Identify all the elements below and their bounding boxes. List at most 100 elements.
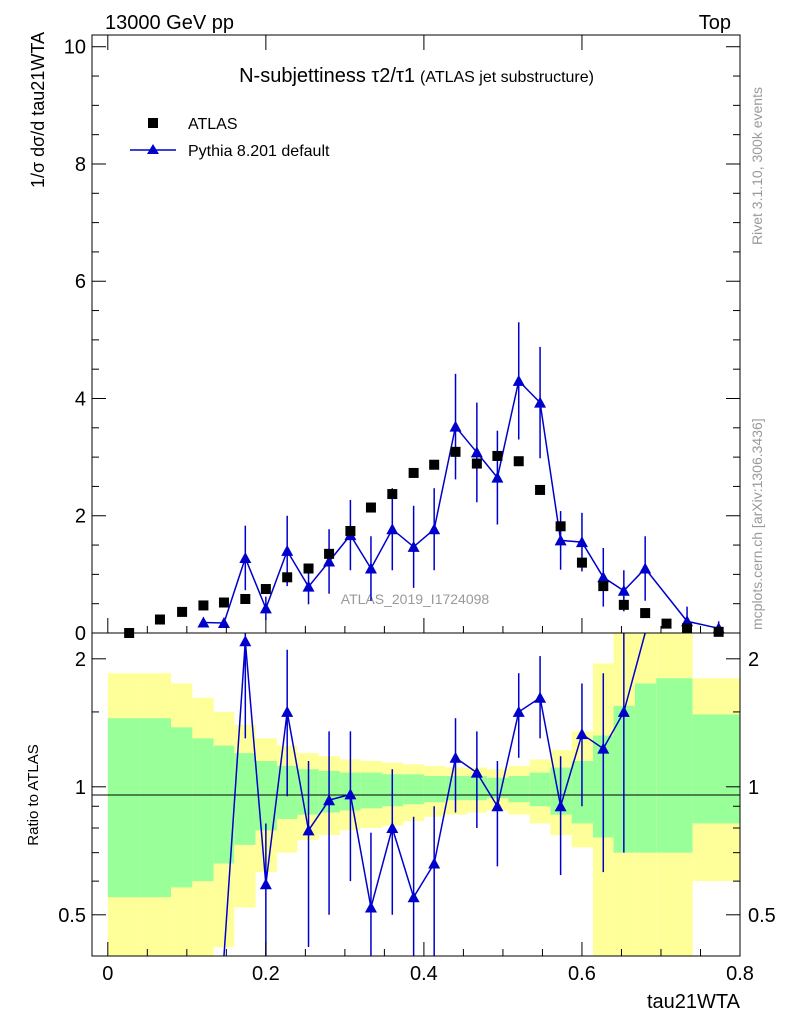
atlas-point <box>450 446 461 457</box>
legend-marker-pythia <box>147 144 159 154</box>
atlas-point <box>345 525 356 536</box>
atlas-point <box>429 459 440 470</box>
ratio-y-tick-label: 0.5 <box>58 905 86 927</box>
atlas-point <box>324 548 335 559</box>
ratio-point <box>554 800 567 812</box>
pythia-point <box>281 544 294 556</box>
pythia-point <box>512 374 525 386</box>
pythia-point <box>259 602 272 614</box>
ratio-point <box>239 635 252 647</box>
atlas-point <box>618 599 629 610</box>
ratio-y-tick-label: 1 <box>75 777 86 799</box>
ratio-point <box>259 878 272 890</box>
atlas-point <box>713 626 724 637</box>
ratio-band-inner <box>403 774 424 805</box>
watermark-label: ATLAS_2019_I1724098 <box>341 591 490 607</box>
pythia-point <box>428 523 441 535</box>
ratio-y-tick-label-right: 0.5 <box>748 905 776 927</box>
ratio-y-tick-label-right: 1 <box>748 777 759 799</box>
ratio-point <box>407 891 420 903</box>
atlas-point <box>218 597 229 608</box>
pythia-point <box>470 446 483 458</box>
ratio-point <box>512 705 525 717</box>
pythia-point <box>302 580 315 592</box>
atlas-point <box>576 557 587 568</box>
atlas-point <box>492 450 503 461</box>
atlas-point <box>555 521 566 532</box>
ratio-point <box>617 705 630 717</box>
ratio-point <box>449 751 462 763</box>
process-label: Top <box>699 12 731 34</box>
chart-subtitle: (ATLAS jet substructure) <box>420 69 594 86</box>
atlas-point <box>365 502 376 513</box>
pythia-point <box>491 471 504 483</box>
pythia-point <box>597 571 610 583</box>
ratio-point <box>428 857 441 869</box>
x-tick-label: 0.2 <box>252 963 280 985</box>
legend: ATLAS Pythia 8.201 default <box>130 116 330 160</box>
atlas-point <box>260 584 271 595</box>
ratio-band-inner <box>656 678 693 853</box>
ratio-point <box>323 794 336 806</box>
x-tick-label: 0.8 <box>726 963 754 985</box>
pythia-point <box>197 616 210 628</box>
x-axis-label: tau21WTA <box>647 991 741 1013</box>
ratio-band-inner <box>192 738 214 882</box>
pythia-point <box>449 420 462 432</box>
ratio-band-inner <box>692 714 740 824</box>
ratio-y-tick-label: 2 <box>75 649 86 671</box>
atlas-point <box>535 484 546 495</box>
atlas-point <box>640 608 651 619</box>
main-y-tick-label: 0 <box>75 623 86 645</box>
ratio-band-inner <box>234 753 256 845</box>
legend-label-pythia: Pythia 8.201 default <box>188 143 330 160</box>
atlas-point <box>598 581 609 592</box>
ratio-point <box>597 742 610 754</box>
atlas-point <box>240 593 251 604</box>
ratio-point <box>491 800 504 812</box>
pythia-point <box>239 551 252 563</box>
ratio-frame <box>91 632 741 957</box>
chart-title: N-subjettiness τ2/τ1 <box>239 65 415 87</box>
main-y-tick-label: 10 <box>64 37 86 59</box>
ratio-point <box>534 691 547 703</box>
ratio-point <box>344 788 357 800</box>
main-y-tick-label: 4 <box>75 388 86 410</box>
ratio-band-inner <box>508 776 530 803</box>
ratio-axes: 0.5 0.5 1 1 2 2 0 0.2 0.4 0.6 0.8 <box>58 626 776 985</box>
energy-label: 13000 GeV pp <box>105 12 234 34</box>
atlas-point <box>513 456 524 467</box>
main-y-label-text: 1/σ dσ/d tau21WTA <box>28 32 48 188</box>
pythia-point <box>639 562 652 574</box>
atlas-point <box>471 458 482 469</box>
pythia-point <box>364 562 377 574</box>
ratio-band-inner <box>139 718 172 898</box>
atlas-point <box>154 614 165 625</box>
ratio-band-inner <box>171 727 193 888</box>
main-y-tick-label: 6 <box>75 271 86 293</box>
ratio-band-inner <box>423 776 446 803</box>
atlas-point <box>282 572 293 583</box>
ratio-band-inner <box>213 745 235 864</box>
ratio-panel: 0.5 0.5 1 1 2 2 0 0.2 0.4 0.6 0.8 Ratio to ATLAS t… <box>25 626 776 1013</box>
ratio-band-inner <box>107 718 140 898</box>
legend-marker-atlas <box>148 118 158 128</box>
x-tick-label: 0.6 <box>568 963 596 985</box>
ratio-y-label-text: Ratio to ATLAS <box>25 744 42 845</box>
main-y-tick-label: 8 <box>75 154 86 176</box>
mcplots-label: mcplots.cern.ch [arXiv:1306.3436] <box>749 418 765 630</box>
pythia-point <box>386 523 399 535</box>
rivet-label: Rivet 3.1.10, 300k events <box>749 87 765 245</box>
ratio-point <box>302 824 315 836</box>
ratio-point <box>281 705 294 717</box>
ratio-point <box>575 728 588 740</box>
ratio-point <box>470 766 483 778</box>
main-y-tick-label: 2 <box>75 506 86 528</box>
atlas-point <box>408 467 419 478</box>
atlas-point <box>682 623 693 634</box>
pythia-point <box>217 617 230 629</box>
pythia-point <box>575 536 588 548</box>
ratio-band-inner <box>634 683 657 853</box>
atlas-point <box>177 606 188 617</box>
